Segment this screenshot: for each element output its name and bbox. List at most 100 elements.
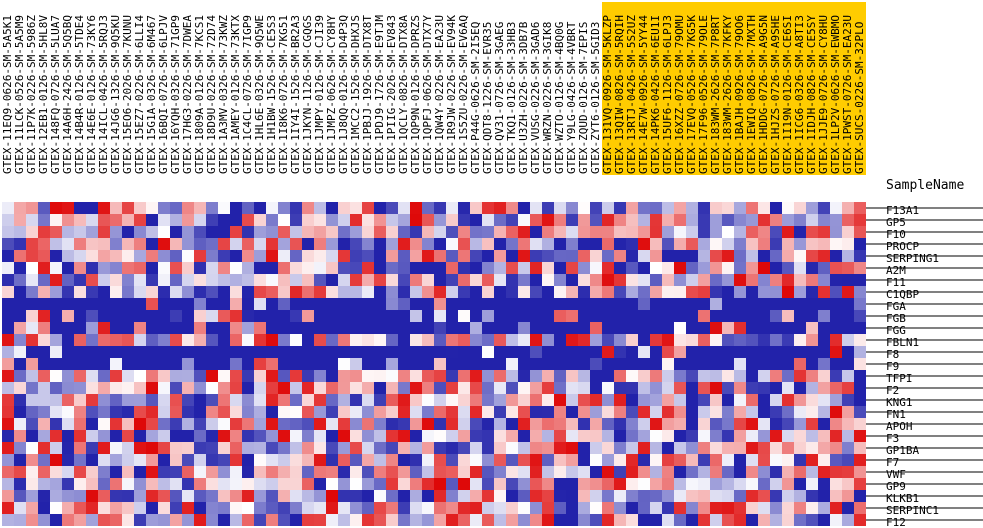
- heatmap-cell: [290, 286, 302, 298]
- heatmap-cell: [350, 310, 362, 322]
- sample-header-cell: [458, 2, 470, 175]
- heatmap-cell: [50, 202, 62, 214]
- heatmap-cell: [710, 490, 722, 502]
- heatmap-cell: [482, 406, 494, 418]
- heatmap-cell: [590, 202, 602, 214]
- heatmap-cell: [230, 418, 242, 430]
- heatmap-cell: [86, 394, 98, 406]
- heatmap-cell: [554, 298, 566, 310]
- heatmap-cell: [446, 298, 458, 310]
- heatmap-cell: [734, 406, 746, 418]
- heatmap-cell: [446, 214, 458, 226]
- heatmap-cell: [218, 430, 230, 442]
- heatmap-cell: [134, 250, 146, 262]
- heatmap-cell: [734, 394, 746, 406]
- heatmap-cell: [302, 346, 314, 358]
- heatmap-cell: [578, 514, 590, 526]
- heatmap-cell: [2, 226, 14, 238]
- sample-header-cell: [86, 2, 98, 175]
- heatmap-cell: [2, 286, 14, 298]
- heatmap-cell: [122, 502, 134, 514]
- heatmap-cell: [14, 310, 26, 322]
- heatmap-cell: [698, 514, 710, 526]
- heatmap-cell: [242, 346, 254, 358]
- heatmap-cell: [110, 274, 122, 286]
- gene-label: TFPI: [886, 372, 913, 385]
- heatmap-cell: [278, 334, 290, 346]
- heatmap-cell: [578, 370, 590, 382]
- sample-label: GTEX-13QIW-0826-SM-5RQIH: [613, 15, 626, 174]
- heatmap-cell: [734, 262, 746, 274]
- heatmap-cell: [854, 454, 866, 466]
- heatmap-cell: [506, 418, 518, 430]
- heatmap-cell: [722, 418, 734, 430]
- heatmap-cell: [2, 394, 14, 406]
- heatmap-cell: [14, 358, 26, 370]
- heatmap-cell: [638, 286, 650, 298]
- heatmap-cell: [446, 430, 458, 442]
- sample-label: GTEX-1QPFJ-0626-SM-DTX7Y: [421, 15, 434, 174]
- heatmap-cell: [14, 298, 26, 310]
- heatmap-cell: [746, 394, 758, 406]
- heatmap-cell: [650, 274, 662, 286]
- heatmap-cell: [518, 466, 530, 478]
- heatmap-cell: [782, 406, 794, 418]
- heatmap-cell: [626, 202, 638, 214]
- heatmap-cell: [230, 442, 242, 454]
- heatmap-cell: [422, 466, 434, 478]
- heatmap-cell: [290, 514, 302, 526]
- heatmap-cell: [854, 250, 866, 262]
- heatmap-cell: [470, 370, 482, 382]
- heatmap-cell: [86, 370, 98, 382]
- heatmap-cell: [134, 274, 146, 286]
- heatmap-cell: [386, 226, 398, 238]
- heatmap-cell: [338, 250, 350, 262]
- heatmap-cell: [50, 334, 62, 346]
- heatmap-cell: [518, 238, 530, 250]
- heatmap-cell: [170, 394, 182, 406]
- heatmap-cell: [542, 382, 554, 394]
- sample-header-cell: [98, 2, 110, 175]
- gene-label: GP1BA: [886, 444, 919, 457]
- heatmap-cell: [146, 334, 158, 346]
- heatmap-cell: [758, 334, 770, 346]
- heatmap-cell: [494, 406, 506, 418]
- heatmap-cell: [614, 214, 626, 226]
- heatmap-cell: [734, 502, 746, 514]
- sample-label: GTEX-1QP9N-0126-SM-DPRZS: [409, 15, 422, 174]
- heatmap-cell: [50, 382, 62, 394]
- heatmap-cell: [650, 226, 662, 238]
- heatmap-cell: [206, 334, 218, 346]
- heatmap-cell: [86, 322, 98, 334]
- heatmap-cell: [626, 406, 638, 418]
- heatmap-cell: [2, 382, 14, 394]
- sample-label: GTEX-1JMPY-0126-SM-CJI39: [313, 15, 326, 174]
- heatmap-cell: [518, 442, 530, 454]
- heatmap-cell: [122, 478, 134, 490]
- heatmap-cell: [218, 286, 230, 298]
- heatmap-cell: [110, 406, 122, 418]
- heatmap-cell: [302, 298, 314, 310]
- heatmap-cell: [458, 466, 470, 478]
- heatmap-cell: [110, 202, 122, 214]
- heatmap-cell: [854, 226, 866, 238]
- heatmap-cell: [758, 430, 770, 442]
- heatmap-cell: [86, 274, 98, 286]
- heatmap-cell: [794, 238, 806, 250]
- heatmap-cell: [98, 514, 110, 526]
- heatmap-cell: [446, 262, 458, 274]
- heatmap-cell: [110, 466, 122, 478]
- heatmap-cell: [638, 274, 650, 286]
- heatmap-cell: [2, 274, 14, 286]
- heatmap-cell: [422, 430, 434, 442]
- heatmap-cell: [2, 310, 14, 322]
- heatmap-cell: [362, 382, 374, 394]
- sample-header-cell: [26, 2, 38, 175]
- heatmap-cell: [470, 502, 482, 514]
- heatmap-cell: [806, 478, 818, 490]
- heatmap-cell: [110, 478, 122, 490]
- heatmap-cell: [194, 418, 206, 430]
- heatmap-cell: [794, 202, 806, 214]
- heatmap-cell: [554, 442, 566, 454]
- heatmap-cell: [98, 418, 110, 430]
